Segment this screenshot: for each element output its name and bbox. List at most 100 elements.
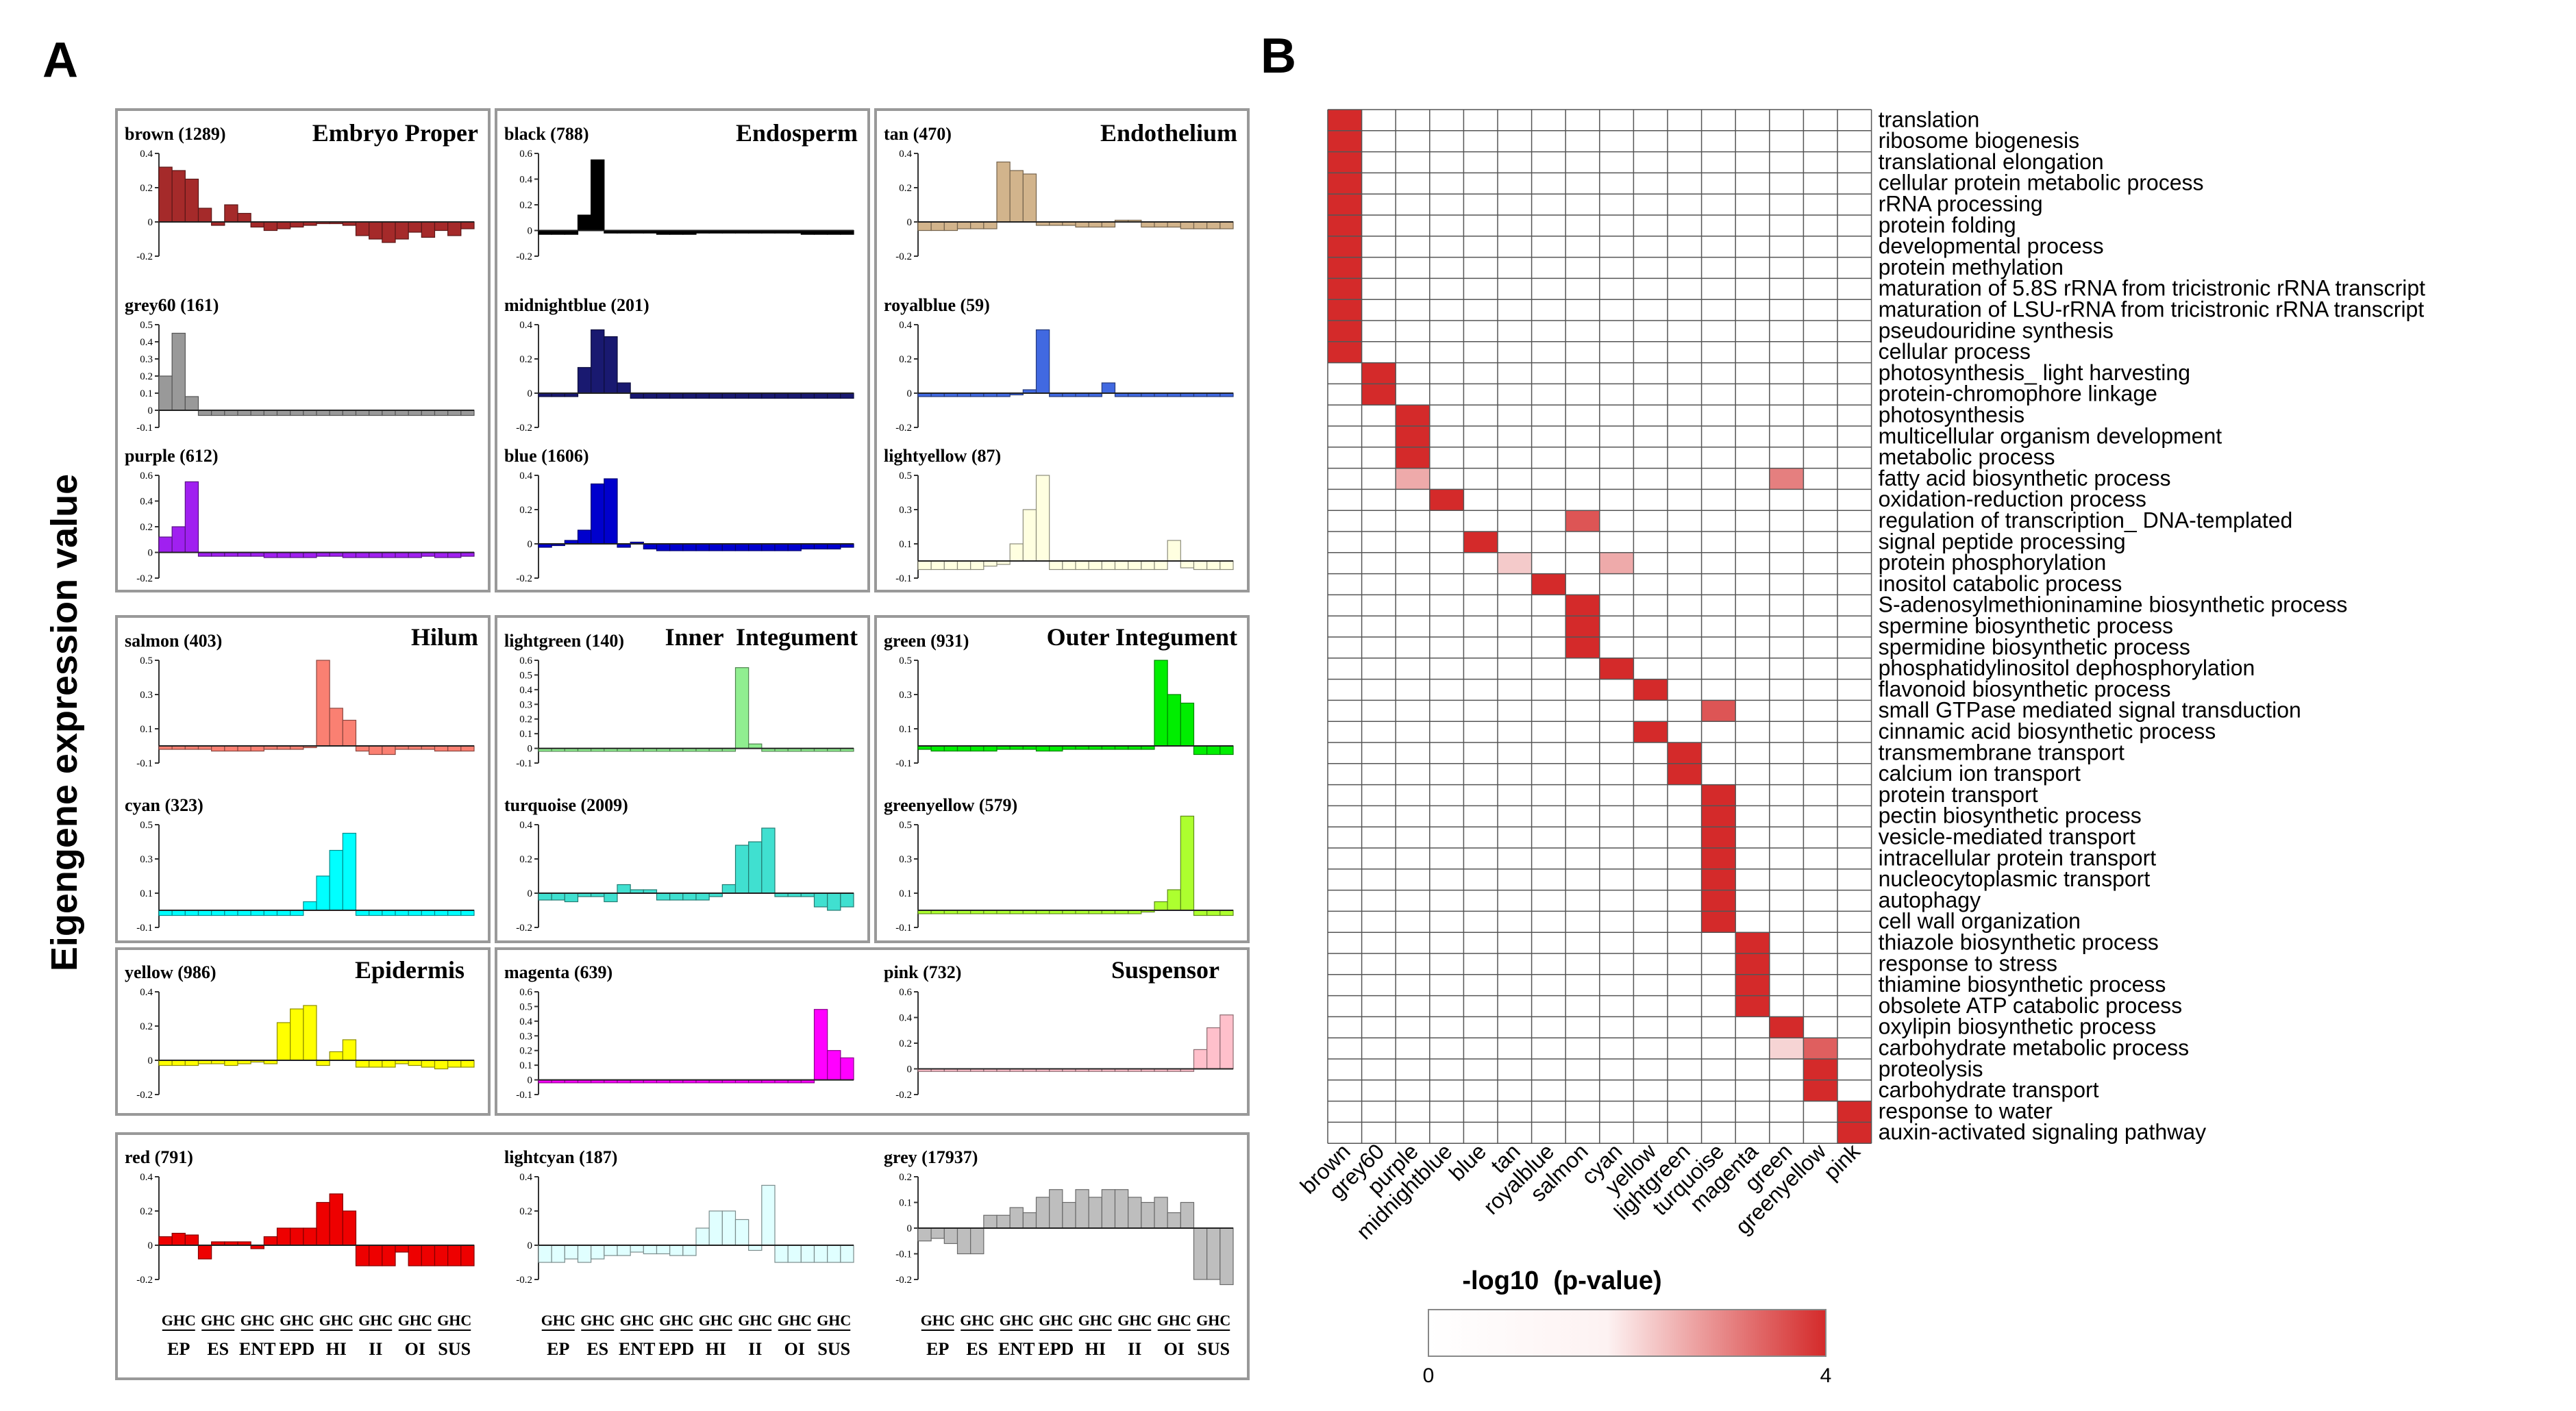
eigengene-chart: lightyellow (87) -0.1 0.1 0.3 0.5	[884, 446, 1234, 584]
eigengene-bar	[748, 392, 763, 399]
eigengene-chart: royalblue (59) -0.2 0 0.2 0.4	[884, 295, 1234, 434]
eigengene-bar	[827, 1050, 841, 1081]
eigengene-bar	[591, 483, 605, 545]
y-tick-label: -0.2	[516, 423, 532, 434]
eigengene-bar	[447, 410, 462, 416]
box-frame	[115, 1132, 1250, 1380]
module-title: purple (612)	[125, 446, 219, 466]
region-title: Inner Integument	[665, 623, 858, 651]
go-term-label: small GTPase mediated signal transductio…	[1879, 698, 2301, 723]
eigengene-bar	[224, 1060, 238, 1066]
eigengene-bar	[460, 1245, 475, 1266]
ghc-label: GHC	[280, 1312, 314, 1329]
module-label: blue	[1444, 1139, 1491, 1186]
x-axis-labels: GHCEPGHCESGHCENTGHCEPDGHCHIGHCIIGHCOIGHC…	[162, 1312, 472, 1359]
eigengene-bar	[1193, 1227, 1208, 1280]
eigengene-chart: lightgreen (140) -0.1 0 0.1 0.2 0.3 0.4 0.5 0.6	[504, 631, 854, 769]
eigengene-bar	[643, 543, 658, 550]
go-term-label: protein-chromophore linkage	[1879, 382, 2157, 406]
heatmap-cell	[1701, 784, 1736, 806]
ghc-label: GHC	[1000, 1312, 1034, 1329]
box-frame	[495, 108, 870, 592]
eigengene-bar	[434, 1060, 449, 1070]
ghc-label: GHC	[162, 1312, 196, 1329]
y-tick-label: 0.5	[140, 320, 153, 331]
eigengene-bar	[656, 392, 671, 399]
eigengene-bar	[1035, 329, 1050, 394]
y-tick-label: 0	[907, 217, 913, 228]
eigengene-bar	[827, 892, 841, 911]
eigengene-bar	[184, 481, 199, 553]
heatmap-cell	[1396, 405, 1430, 426]
eigengene-bar	[1114, 560, 1129, 571]
eigengene-bar	[551, 1245, 565, 1263]
y-tick-label: 0.6	[519, 149, 532, 160]
y-tick-label: 0.2	[519, 1046, 532, 1057]
eigengene-bar	[630, 392, 644, 399]
y-tick-label: 0.3	[140, 354, 153, 365]
eigengene-bar	[917, 1227, 932, 1242]
eigengene-bar	[774, 392, 789, 399]
eigengene-bar	[276, 221, 291, 229]
y-tick-label: -0.1	[516, 1090, 532, 1101]
heatmap-cell	[1498, 552, 1532, 574]
go-term-label: cellular protein metabolic process	[1879, 171, 2204, 195]
go-term-label: thiamine biosynthetic process	[1879, 972, 2166, 997]
eigengene-bar	[184, 1060, 199, 1066]
eigengene-chart: red (791)-0.200.20.4GHCEPGHCESGHCENTGHCE…	[125, 1147, 475, 1359]
eigengene-bar	[434, 1245, 449, 1266]
eigengene-bar	[447, 551, 462, 558]
eigengene-bar	[1180, 1201, 1195, 1229]
heatmap-cell	[1328, 299, 1362, 321]
eigengene-bar	[604, 892, 618, 903]
eigengene-bar	[1180, 815, 1195, 911]
eigengene-bar	[342, 832, 357, 911]
region-title: Outer Integument	[1047, 623, 1237, 651]
eigengene-bar	[943, 560, 958, 571]
eigengene-chart: black (788) -0.2 0 0.2 0.4 0.6	[504, 124, 854, 262]
group-label: EP	[926, 1339, 949, 1359]
eigengene-bar	[1154, 1197, 1168, 1229]
eigengene-bar	[840, 892, 854, 908]
region-title: Epidermis	[355, 956, 465, 984]
go-term-label: transmembrane transport	[1879, 740, 2125, 764]
eigengene-bar	[1206, 1227, 1221, 1280]
eigengene-bar	[171, 1232, 186, 1246]
eigengene-bar	[1167, 1212, 1181, 1229]
go-term-label: signal peptide processing	[1879, 529, 2126, 553]
y-tick-label: -0.1	[136, 423, 153, 434]
y-tick-label: 0.4	[519, 820, 532, 831]
panel-b-label: B	[1261, 29, 1296, 84]
eigengene-bar	[276, 1022, 291, 1061]
eigengene-bar	[1219, 1227, 1234, 1286]
eigengene-bar	[1193, 221, 1208, 229]
eigengene-bar	[748, 841, 763, 894]
eigengene-bar	[1141, 221, 1155, 228]
eigengene-bar	[656, 1245, 671, 1255]
y-tick-label: 0	[528, 1240, 533, 1251]
go-term-label: auxin-activated signaling pathway	[1879, 1120, 2207, 1145]
go-term-label: photosynthesis	[1879, 402, 2024, 427]
go-term-label: rRNA processing	[1879, 191, 2043, 216]
eigengene-bar	[342, 719, 357, 747]
eigengene-bar	[460, 1060, 475, 1068]
eigengene-bar	[930, 745, 945, 752]
mini-charts: brown (1289) -0.2 0 0.2 0.4 grey60 (161) -0.1 0…	[125, 124, 1234, 1359]
eigengene-bar	[1206, 910, 1221, 916]
heatmap-cell	[1803, 1079, 1837, 1101]
group-label: ES	[966, 1339, 988, 1359]
go-term-label: flavonoid biosynthetic process	[1879, 677, 2171, 701]
heatmap-cell	[1328, 173, 1362, 195]
eigengene-bar	[956, 560, 971, 571]
y-tick-label: 0.2	[519, 854, 532, 865]
go-term-label: maturation of 5.8S rRNA from tricistroni…	[1879, 276, 2426, 301]
y-tick-label: 0.4	[519, 471, 532, 482]
eigengene-bar	[591, 329, 605, 394]
y-tick-label: 0.4	[140, 497, 153, 508]
eigengene-bar	[1088, 1197, 1102, 1229]
y-tick-label: 0.1	[899, 888, 912, 899]
box-endosperm: Endosperm	[495, 108, 870, 592]
heatmap-cell	[1565, 595, 1600, 616]
box-embryo-proper: Embryo Proper	[115, 108, 491, 592]
go-term-label: metabolic process	[1879, 445, 2055, 469]
